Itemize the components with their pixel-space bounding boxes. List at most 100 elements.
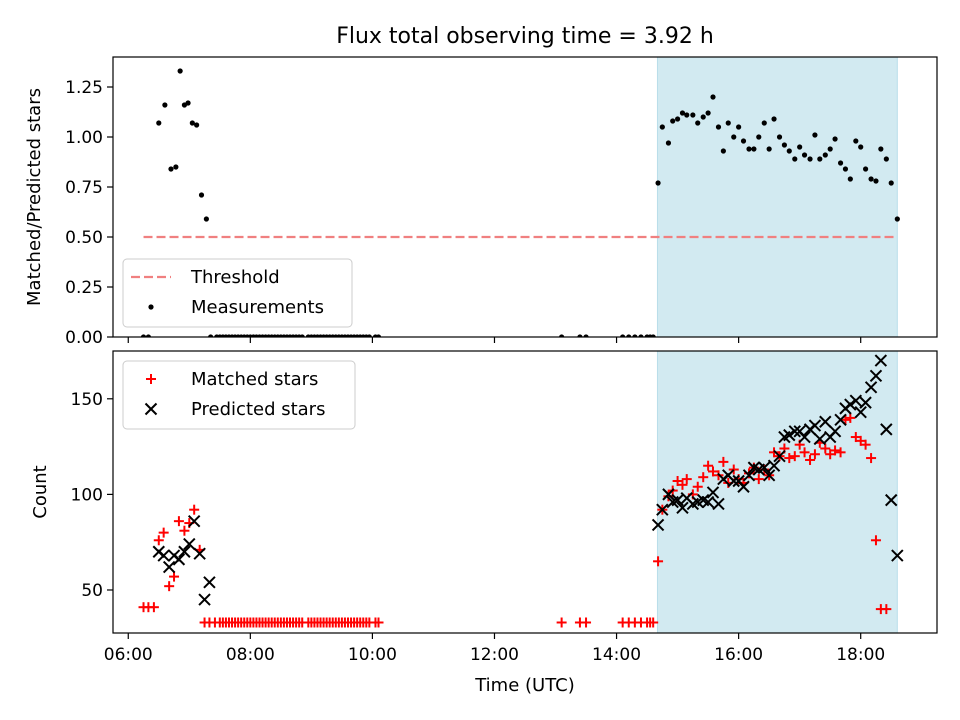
predicted-star-point [178, 545, 191, 558]
measurement-point [168, 166, 174, 172]
measurement-point [173, 164, 179, 170]
measurement-point [650, 334, 656, 337]
predicted-star-point [706, 486, 720, 499]
measurement-point [715, 124, 722, 130]
predicted-star-point [880, 423, 893, 436]
measurement-point [812, 132, 818, 138]
predicted-star-point [701, 495, 715, 509]
predicted-star-point [859, 396, 872, 409]
legend-box [122, 360, 356, 430]
predicted-star-point [662, 488, 675, 501]
measurement-point [756, 134, 762, 140]
predicted-star-point [193, 547, 206, 560]
measurement-point [705, 110, 711, 116]
measurement-point [620, 334, 626, 337]
predicted-star-point [798, 430, 811, 444]
measurement-point [626, 334, 632, 337]
legend: Threshold Measurements [122, 258, 353, 328]
measurement-point [156, 120, 162, 126]
measurement-point [888, 180, 894, 186]
matched-star-point [581, 617, 592, 628]
matched-star-point [881, 604, 892, 615]
predicted-star-point [651, 518, 665, 532]
matched-star-point [820, 443, 831, 454]
matched-star-point [158, 527, 169, 538]
matched-star-point [556, 617, 567, 628]
measurement-point [674, 116, 681, 122]
predicted-star-point [844, 398, 857, 411]
measurement-point [690, 112, 696, 118]
predicted-star-point [198, 593, 211, 606]
measurement-point [873, 178, 879, 184]
measurement-point [177, 68, 183, 74]
predicted-star-point [183, 537, 196, 551]
measurement-point [670, 118, 676, 124]
measurement-point [194, 122, 200, 128]
matched-star-point [753, 474, 764, 485]
measurement-point [583, 334, 589, 337]
measurement-point [162, 102, 168, 108]
chart-title: Flux total observing time = 3.92 h [336, 24, 714, 49]
measurement-point [786, 148, 792, 154]
measurement-point [847, 176, 853, 182]
measurement-point [684, 112, 690, 118]
observing-window-shade [656, 57, 898, 337]
predicted-star-point [162, 560, 176, 574]
legend-matched-marker [146, 374, 156, 384]
predicted-star-point [712, 497, 725, 511]
predicted-star-point [656, 503, 669, 516]
measurement-point [731, 134, 737, 140]
predicted-star-point [891, 549, 904, 562]
predicted-star-point [172, 553, 186, 566]
measurement-point [827, 146, 833, 152]
matched-star-point [789, 451, 800, 462]
y-tick-label: 100 [71, 485, 103, 505]
measurement-point [862, 166, 869, 172]
measurement-point [720, 148, 726, 154]
matched-star-point [692, 481, 703, 492]
measurement-point [299, 334, 305, 337]
matched-star-point [179, 525, 190, 536]
measurement-point [185, 100, 191, 106]
measurement-point [638, 334, 644, 337]
predicted-star-point [869, 369, 883, 383]
predicted-star-point [773, 449, 786, 463]
predicted-star-point [874, 354, 888, 367]
y-tick-label: 150 [71, 390, 103, 410]
matched-star-point [653, 556, 664, 567]
measurement-point [655, 180, 661, 186]
matched-star-point [707, 466, 718, 477]
measurement-point [801, 152, 808, 158]
measurement-point [878, 146, 884, 152]
x-tick-label: 16:00 [714, 645, 763, 665]
measurement-point [837, 160, 844, 166]
matched-star-point [703, 460, 714, 471]
predicted-star-point [737, 480, 750, 493]
predicted-star-point [808, 419, 822, 432]
matched-star-point [698, 472, 709, 483]
legend: Matched stars Predicted stars [122, 360, 356, 430]
predicted-star-point [727, 474, 740, 488]
matched-star-point [718, 456, 729, 467]
legend-predicted-marker [144, 402, 158, 416]
matched-star-point [860, 439, 871, 450]
measurement-point [853, 138, 859, 144]
legend-label: Predicted stars [191, 399, 325, 420]
measurement-point [781, 142, 788, 148]
measurement-point [710, 94, 716, 100]
measurement-point [740, 138, 747, 144]
predicted-star-point [187, 514, 201, 528]
measurement-point [203, 216, 209, 222]
measurement-point [577, 334, 583, 337]
top-axes: 0.00 0.25 0.50 0.75 1.00 1.25 Matched/Predicte… [24, 56, 938, 348]
measurement-point [366, 334, 372, 337]
matched-star-point [153, 535, 164, 546]
x-tick-label: 18:00 [836, 645, 885, 665]
measurement-point [894, 216, 900, 222]
x-tick-label: 12:00 [470, 645, 519, 665]
matched-star-point [677, 479, 688, 490]
measurement-point [807, 156, 813, 162]
matched-star-point [866, 453, 877, 464]
matched-star-point [805, 454, 816, 465]
